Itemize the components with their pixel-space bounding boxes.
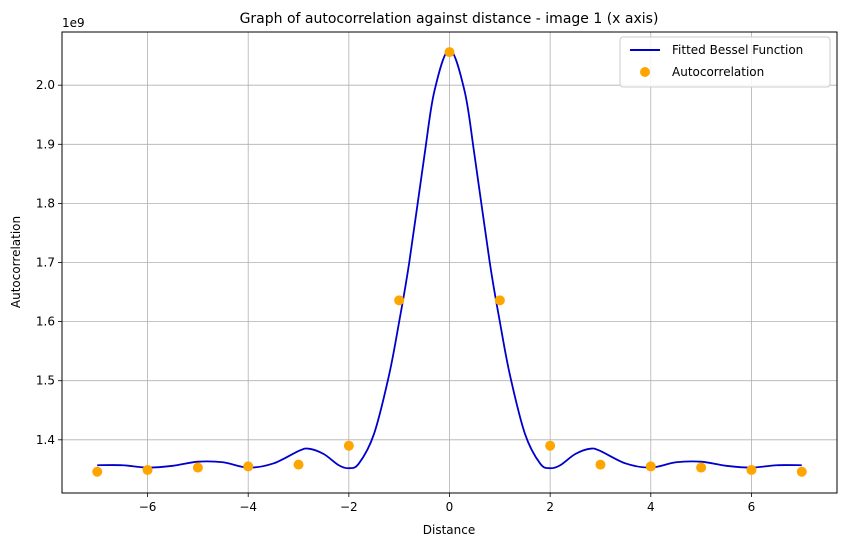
x-tick-label: 6 xyxy=(748,500,756,514)
x-tick-label: −6 xyxy=(139,500,157,514)
x-axis-label: Distance xyxy=(423,523,475,537)
x-tick-label: 0 xyxy=(446,500,454,514)
autocorrelation-point xyxy=(92,466,103,477)
autocorrelation-point xyxy=(545,440,556,451)
legend: Fitted Bessel Function Autocorrelation xyxy=(619,36,831,88)
autocorrelation-point xyxy=(796,466,807,477)
plot-frame xyxy=(61,31,838,494)
legend-box xyxy=(619,36,831,88)
autocorrelation-point xyxy=(293,459,304,470)
autocorrelation-point xyxy=(494,295,505,306)
chart-title: Graph of autocorrelation against distanc… xyxy=(240,11,659,27)
x-tick-label: 4 xyxy=(647,500,655,514)
autocorrelation-point xyxy=(746,464,757,475)
autocorrelation-point xyxy=(343,440,354,451)
legend-label-autocorrelation: Autocorrelation xyxy=(672,65,764,79)
grid xyxy=(62,32,837,493)
series-layer xyxy=(92,47,807,477)
y-axis-label: Autocorrelation xyxy=(9,216,23,308)
y-tick-label: 1.8 xyxy=(36,196,55,210)
autocorrelation-point xyxy=(645,461,656,472)
autocorrelation-point xyxy=(696,462,707,473)
y-tick-label: 1.6 xyxy=(36,315,55,329)
autocorrelation-point xyxy=(142,464,153,475)
y-tick-label: 1.5 xyxy=(36,374,55,388)
y-tick-label: 1.7 xyxy=(36,256,55,270)
y-offset-label: 1e9 xyxy=(62,16,85,30)
autocorrelation-point xyxy=(394,295,405,306)
autocorrelation-point xyxy=(595,459,606,470)
x-tick-label: 2 xyxy=(546,500,554,514)
ticks: −6 −4 −2 0 2 4 6 1.4 1.5 1.6 1.7 1.8 1.9 2.0 xyxy=(36,78,755,514)
autocorrelation-point xyxy=(243,461,254,472)
y-tick-label: 1.9 xyxy=(36,137,55,151)
x-tick-label: −2 xyxy=(340,500,358,514)
legend-point-swatch xyxy=(640,67,650,77)
x-tick-label: −4 xyxy=(239,500,257,514)
legend-label-fitted: Fitted Bessel Function xyxy=(672,43,803,57)
autocorrelation-point xyxy=(192,462,203,473)
autocorrelation-point xyxy=(444,47,455,58)
y-tick-label: 2.0 xyxy=(36,78,55,92)
y-tick-label: 1.4 xyxy=(36,433,55,447)
